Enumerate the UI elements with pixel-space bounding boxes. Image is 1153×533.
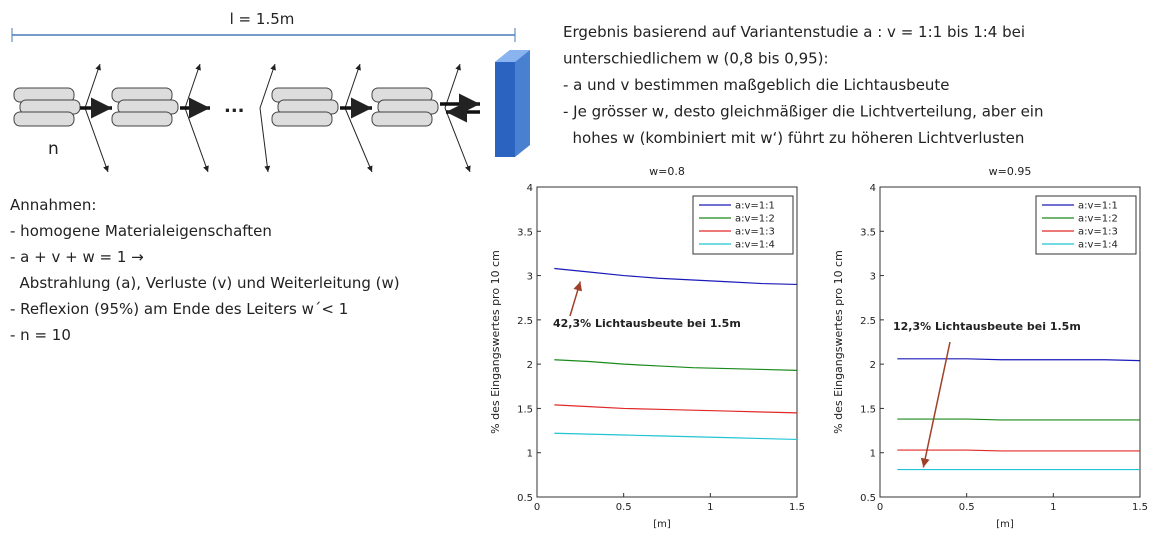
ray-arrow [444,63,461,109]
series-line [554,404,798,414]
series-line [897,418,1140,421]
ray-arrow [444,107,471,173]
ray-arrow [184,107,209,173]
series-line [897,358,1141,362]
y-tick-label: 1 [870,449,876,460]
y-tick-label: 4 [870,183,876,194]
annotation-arrow [569,281,583,317]
y-axis-label: % des Eingangswertes pro 10 cm [832,250,845,434]
fiber-bundle [371,111,433,127]
ray-arrow [344,63,361,109]
x-tick-label: 0.5 [959,502,975,513]
y-tick-label: 1 [527,449,533,460]
result-line: hohes w (kombiniert mit w‘) führt zu höh… [563,129,1024,147]
ellipsis: ... [224,96,245,117]
y-tick-label: 0.5 [517,493,533,504]
length-label: l = 1.5m [230,10,295,28]
assumption-line: - Reflexion (95%) am Ende des Leiters w´… [10,300,348,318]
fiber-bundle [13,111,75,127]
ray-arrow [344,107,373,173]
legend-label: a:v=1:2 [1078,214,1118,225]
y-tick-label: 3.5 [517,227,533,238]
y-tick-label: 1.5 [517,404,533,415]
ray-arrow [259,63,276,109]
legend-label: a:v=1:1 [735,201,775,212]
y-tick-label: 2.5 [860,316,876,327]
x-tick-label: 0 [534,502,540,513]
assumption-line: - a + v + w = 1 → [10,248,144,266]
legend-label: a:v=1:3 [735,227,775,238]
ray-arrow [184,63,201,109]
annotation: 12,3% Lichtausbeute bei 1.5m [893,320,1081,333]
x-tick-label: 1 [1050,502,1056,513]
assumptions-title: Annahmen: [10,196,96,214]
x-tick-label: 0 [877,502,883,513]
series-line [897,449,1140,452]
y-tick-label: 2.5 [517,316,533,327]
annotation: 42,3% Lichtausbeute bei 1.5m [553,317,741,330]
ray-arrow [84,63,101,109]
y-tick-label: 3.5 [860,227,876,238]
result-line: Ergebnis basierend auf Variantenstudie a… [563,23,1025,41]
chart-title: w=0.95 [989,165,1032,178]
charts: w=0.80.511.522.533.540 0.5 1 1.5[m]% des Ei… [489,165,1148,530]
chart-title: w=0.8 [649,165,685,178]
legend-label: a:v=1:2 [735,214,775,225]
annotation-arrow [920,341,951,468]
y-tick-label: 1.5 [860,404,876,415]
result-notes: Ergebnis basierend auf Variantenstudie a… [563,23,1043,147]
x-axis-label: [m] [653,519,671,530]
series-line [554,359,798,371]
legend-label: a:v=1:4 [1078,240,1118,251]
assumption-line: Abstrahlung (a), Verluste (v) und Weiter… [10,274,400,292]
fiber-diagram: l = 1.5m [11,10,530,173]
x-tick-label: 1 [707,502,713,513]
ray-arrow [84,107,109,173]
series-line [554,432,798,441]
x-tick-label: 1.5 [789,502,805,513]
x-tick-label: 0.5 [616,502,632,513]
legend-label: a:v=1:3 [1078,227,1118,238]
result-line: - Je grösser w, desto gleichmäßiger die … [563,103,1043,121]
fiber-bundle [271,111,333,127]
n-label: n [48,139,59,159]
y-tick-label: 2 [870,360,876,371]
result-line: - a und v bestimmen maßgeblich die Licht… [563,76,950,94]
assumptions: - homogene Materialeigenschaften - a + v … [10,222,400,344]
y-tick-label: 0.5 [860,493,876,504]
ray-arrow [259,107,271,173]
legend-label: a:v=1:1 [1078,201,1118,212]
result-line: unterschiedlichem w (0,8 bis 0,95): [563,50,829,68]
y-tick-label: 3 [527,272,533,283]
legend-label: a:v=1:4 [735,240,775,251]
x-tick-label: 1.5 [1132,502,1148,513]
y-axis-label: % des Eingangswertes pro 10 cm [489,250,502,434]
assumption-line: - homogene Materialeigenschaften [10,222,272,240]
x-axis-label: [m] [996,519,1014,530]
assumption-line: - n = 10 [10,326,71,344]
reflector-top [495,50,530,62]
series-line [554,267,798,286]
y-tick-label: 4 [527,183,533,194]
y-tick-label: 3 [870,272,876,283]
y-tick-label: 2 [527,360,533,371]
reflector-front [495,62,515,157]
fiber-bundle [111,111,173,127]
